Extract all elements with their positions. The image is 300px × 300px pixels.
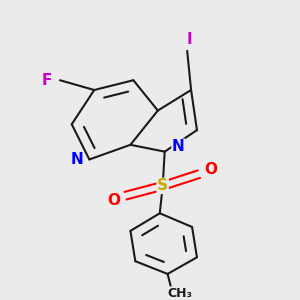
Text: O: O (204, 162, 217, 177)
Text: S: S (157, 178, 168, 194)
Text: O: O (107, 193, 120, 208)
Text: N: N (70, 152, 83, 167)
Text: F: F (42, 73, 52, 88)
Text: I: I (186, 32, 192, 46)
Text: N: N (172, 139, 185, 154)
Text: CH₃: CH₃ (168, 287, 193, 300)
